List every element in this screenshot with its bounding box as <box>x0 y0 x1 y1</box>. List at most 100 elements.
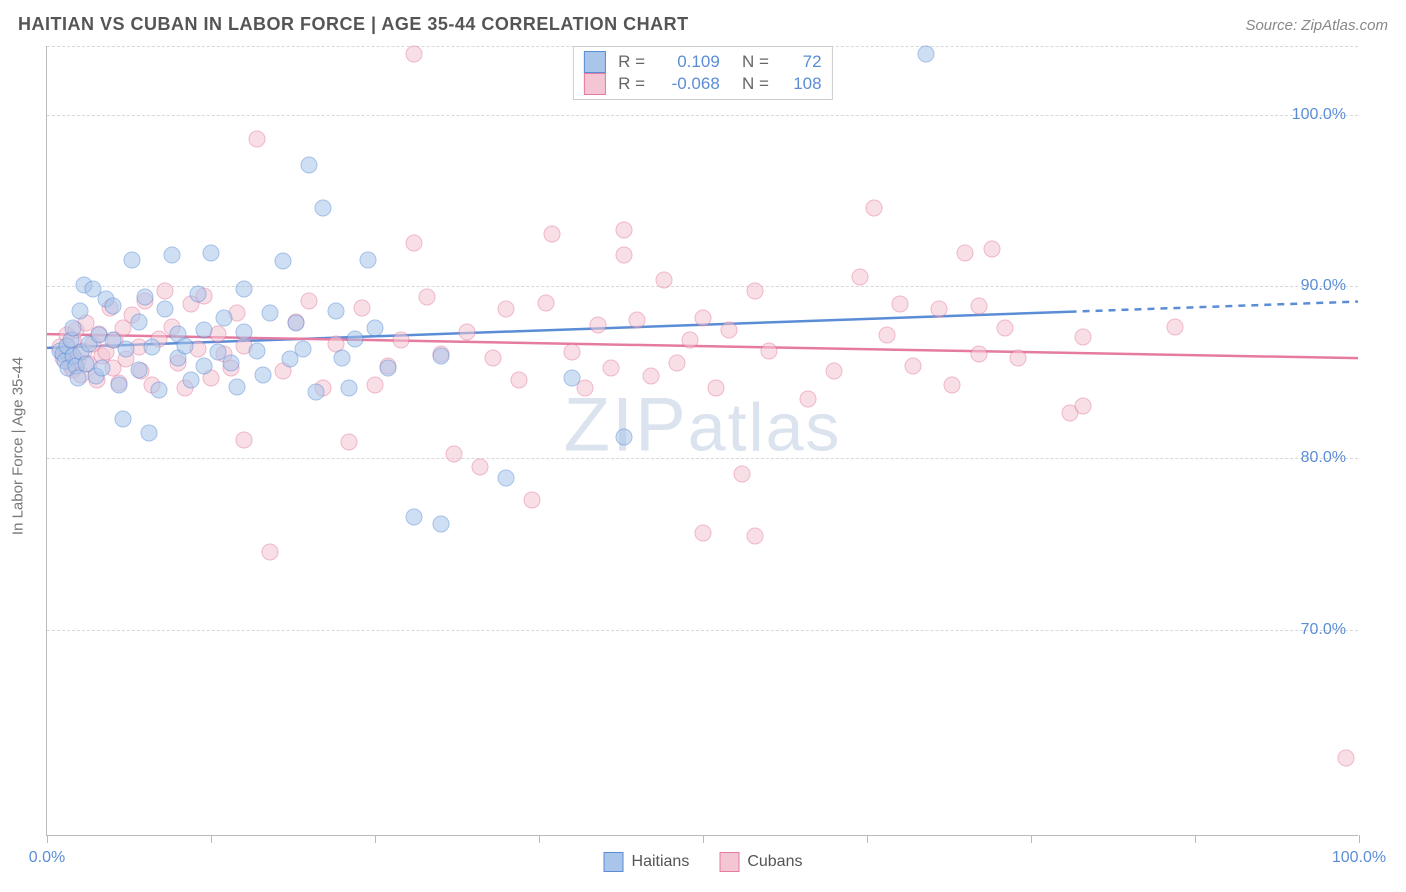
scatter-point <box>229 378 246 395</box>
scatter-point <box>117 340 134 357</box>
r-label: R = <box>613 52 649 72</box>
y-tick-label: 90.0% <box>1301 277 1346 295</box>
scatter-point <box>760 342 777 359</box>
scatter-point <box>485 349 502 366</box>
y-tick-label: 100.0% <box>1292 106 1346 124</box>
scatter-point <box>157 301 174 318</box>
r-label: R = <box>613 74 649 94</box>
scatter-point <box>878 327 895 344</box>
scatter-point <box>157 282 174 299</box>
scatter-point <box>94 359 111 376</box>
r-value: 0.109 <box>658 52 720 72</box>
legend-cubans-label: Cubans <box>747 853 802 870</box>
scatter-point <box>931 301 948 318</box>
source-label: Source: ZipAtlas.com <box>1245 17 1388 34</box>
square-icon <box>583 73 605 95</box>
scatter-point <box>183 371 200 388</box>
scatter-point <box>432 516 449 533</box>
scatter-point <box>957 244 974 261</box>
scatter-point <box>367 320 384 337</box>
scatter-point <box>340 433 357 450</box>
scatter-point <box>137 289 154 306</box>
scatter-point <box>163 246 180 263</box>
plot-area: ZIPatlas 70.0%80.0%90.0%100.0%0.0%100.0%… <box>46 46 1358 836</box>
scatter-point <box>747 528 764 545</box>
scatter-point <box>406 234 423 251</box>
scatter-point <box>196 322 213 339</box>
n-label: N = <box>728 52 774 72</box>
scatter-point <box>544 225 561 242</box>
scatter-point <box>196 358 213 375</box>
scatter-point <box>334 349 351 366</box>
scatter-point <box>708 380 725 397</box>
scatter-point <box>734 466 751 483</box>
x-tick <box>1031 835 1032 843</box>
x-tick-label: 0.0% <box>29 849 65 867</box>
scatter-point <box>248 131 265 148</box>
scatter-point <box>353 299 370 316</box>
x-tick <box>375 835 376 843</box>
scatter-point <box>891 296 908 313</box>
legend-cubans: Cubans <box>719 852 802 872</box>
scatter-point <box>721 322 738 339</box>
scatter-point <box>248 342 265 359</box>
scatter-point <box>275 253 292 270</box>
square-icon <box>719 852 739 872</box>
scatter-point <box>524 492 541 509</box>
scatter-point <box>1075 328 1092 345</box>
scatter-point <box>288 315 305 332</box>
scatter-point <box>71 303 88 320</box>
scatter-point <box>970 298 987 315</box>
scatter-point <box>104 298 121 315</box>
scatter-point <box>1167 318 1184 335</box>
scatter-point <box>498 301 515 318</box>
y-axis-label: In Labor Force | Age 35-44 <box>10 357 27 535</box>
scatter-point <box>458 323 475 340</box>
scatter-point <box>590 316 607 333</box>
legend-correlation: R = 0.109 N = 72 R = -0.068 N = 108 <box>572 46 832 100</box>
chart-title: HAITIAN VS CUBAN IN LABOR FORCE | AGE 35… <box>18 14 689 35</box>
scatter-point <box>380 359 397 376</box>
scatter-point <box>996 320 1013 337</box>
x-tick <box>539 835 540 843</box>
x-tick-label: 100.0% <box>1332 849 1386 867</box>
chart-header: HAITIAN VS CUBAN IN LABOR FORCE | AGE 35… <box>18 14 1388 35</box>
scatter-point <box>629 311 646 328</box>
scatter-point <box>393 332 410 349</box>
scatter-point <box>314 200 331 217</box>
scatter-point <box>471 459 488 476</box>
scatter-point <box>918 45 935 62</box>
x-tick <box>1195 835 1196 843</box>
scatter-point <box>511 371 528 388</box>
y-tick-label: 70.0% <box>1301 621 1346 639</box>
scatter-point <box>301 292 318 309</box>
scatter-point <box>235 280 252 297</box>
scatter-point <box>111 377 128 394</box>
scatter-point <box>904 358 921 375</box>
scatter-point <box>307 383 324 400</box>
scatter-point <box>642 368 659 385</box>
scatter-point <box>563 344 580 361</box>
scatter-point <box>347 330 364 347</box>
n-value: 72 <box>782 52 822 72</box>
scatter-point <box>360 251 377 268</box>
scatter-point <box>406 45 423 62</box>
scatter-point <box>616 222 633 239</box>
scatter-point <box>419 289 436 306</box>
legend-row: R = 0.109 N = 72 <box>583 51 821 73</box>
scatter-point <box>616 428 633 445</box>
scatter-point <box>65 320 82 337</box>
square-icon <box>583 51 605 73</box>
scatter-point <box>1009 349 1026 366</box>
scatter-point <box>944 377 961 394</box>
scatter-point <box>668 354 685 371</box>
scatter-point <box>655 272 672 289</box>
scatter-point <box>340 380 357 397</box>
scatter-point <box>616 246 633 263</box>
scatter-point <box>747 282 764 299</box>
x-tick <box>1359 835 1360 843</box>
scatter-point <box>301 157 318 174</box>
scatter-point <box>983 241 1000 258</box>
scatter-point <box>327 303 344 320</box>
scatter-point <box>865 200 882 217</box>
